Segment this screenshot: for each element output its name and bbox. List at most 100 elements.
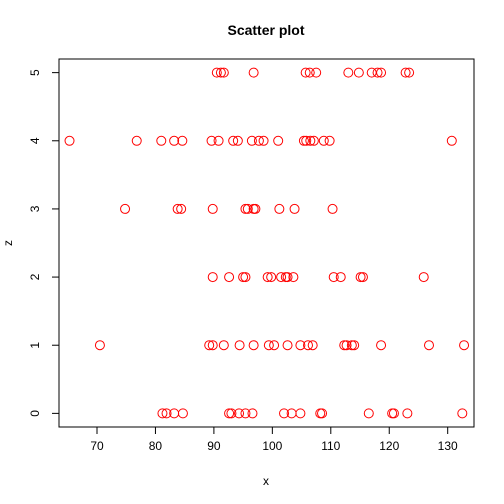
data-point <box>376 340 387 351</box>
data-point <box>94 340 105 351</box>
data-point <box>226 408 237 419</box>
data-point <box>301 135 312 146</box>
data-point <box>269 340 280 351</box>
data-point <box>274 203 285 214</box>
data-point <box>263 340 274 351</box>
data-point <box>282 340 293 351</box>
data-point <box>238 272 249 283</box>
y-tick-label: 0 <box>28 410 42 417</box>
data-points <box>64 67 470 419</box>
x-tick-label: 110 <box>321 439 340 453</box>
y-tick-label: 1 <box>28 342 42 349</box>
data-point <box>246 135 257 146</box>
data-point <box>335 272 346 283</box>
data-point <box>343 67 354 78</box>
data-point <box>120 203 131 214</box>
data-point <box>161 408 172 419</box>
data-point <box>234 340 245 351</box>
data-point <box>156 135 167 146</box>
data-point <box>64 135 75 146</box>
x-tick-label: 100 <box>262 439 282 453</box>
data-point <box>169 135 180 146</box>
data-point <box>402 408 413 419</box>
x-tick-label: 130 <box>438 439 458 453</box>
data-point <box>355 272 366 283</box>
data-point <box>218 67 229 78</box>
data-point <box>459 340 470 351</box>
data-point <box>177 135 188 146</box>
data-point <box>446 135 457 146</box>
data-point <box>279 408 290 419</box>
data-point <box>218 340 229 351</box>
data-point <box>253 135 264 146</box>
data-point <box>177 408 188 419</box>
data-point <box>248 67 259 78</box>
data-point <box>372 67 383 78</box>
x-tick-label: 80 <box>149 439 163 453</box>
data-point <box>311 67 322 78</box>
data-point <box>248 340 259 351</box>
data-point <box>234 408 245 419</box>
data-point <box>215 67 226 78</box>
data-point <box>282 272 293 283</box>
data-point <box>300 67 311 78</box>
data-point <box>457 408 468 419</box>
data-point <box>273 135 284 146</box>
data-point <box>240 408 251 419</box>
y-tick-label: 5 <box>28 69 42 76</box>
data-point <box>307 340 318 351</box>
data-point <box>353 67 364 78</box>
y-tick-label: 4 <box>28 137 42 144</box>
x-tick-label: 70 <box>90 439 104 453</box>
data-point <box>318 135 329 146</box>
data-point <box>339 340 350 351</box>
data-point <box>295 408 306 419</box>
data-point <box>400 67 411 78</box>
data-point <box>176 203 187 214</box>
data-point <box>304 67 315 78</box>
data-point <box>211 67 222 78</box>
data-point <box>240 272 251 283</box>
y-axis-label: z <box>1 240 15 246</box>
plot-frame <box>58 58 475 428</box>
data-point <box>349 340 360 351</box>
data-point <box>404 67 415 78</box>
data-point <box>308 135 319 146</box>
chart-title: Scatter plot <box>227 22 304 38</box>
data-point <box>363 408 374 419</box>
data-point <box>266 272 277 283</box>
data-point <box>157 408 168 419</box>
data-point <box>418 272 429 283</box>
data-point <box>207 203 218 214</box>
y-tick-label: 3 <box>28 205 42 212</box>
data-point <box>289 203 300 214</box>
data-point <box>324 135 335 146</box>
data-point <box>131 135 142 146</box>
data-point <box>207 272 218 283</box>
data-point <box>240 203 251 214</box>
data-point <box>262 272 273 283</box>
data-point <box>204 340 215 351</box>
data-point <box>213 135 224 146</box>
data-point <box>250 203 261 214</box>
data-point <box>224 408 235 419</box>
data-point <box>388 408 399 419</box>
data-point <box>228 135 239 146</box>
data-point <box>276 272 287 283</box>
data-point <box>328 272 339 283</box>
data-point <box>172 203 183 214</box>
data-point <box>346 340 357 351</box>
data-point <box>288 272 299 283</box>
data-point <box>298 135 309 146</box>
x-tick-label: 90 <box>207 439 221 453</box>
data-point <box>423 340 434 351</box>
data-point <box>341 340 352 351</box>
data-point <box>207 340 218 351</box>
data-point <box>305 135 316 146</box>
data-point <box>232 135 243 146</box>
data-point <box>206 135 217 146</box>
data-point <box>247 408 258 419</box>
x-tick-label: 120 <box>379 439 399 453</box>
